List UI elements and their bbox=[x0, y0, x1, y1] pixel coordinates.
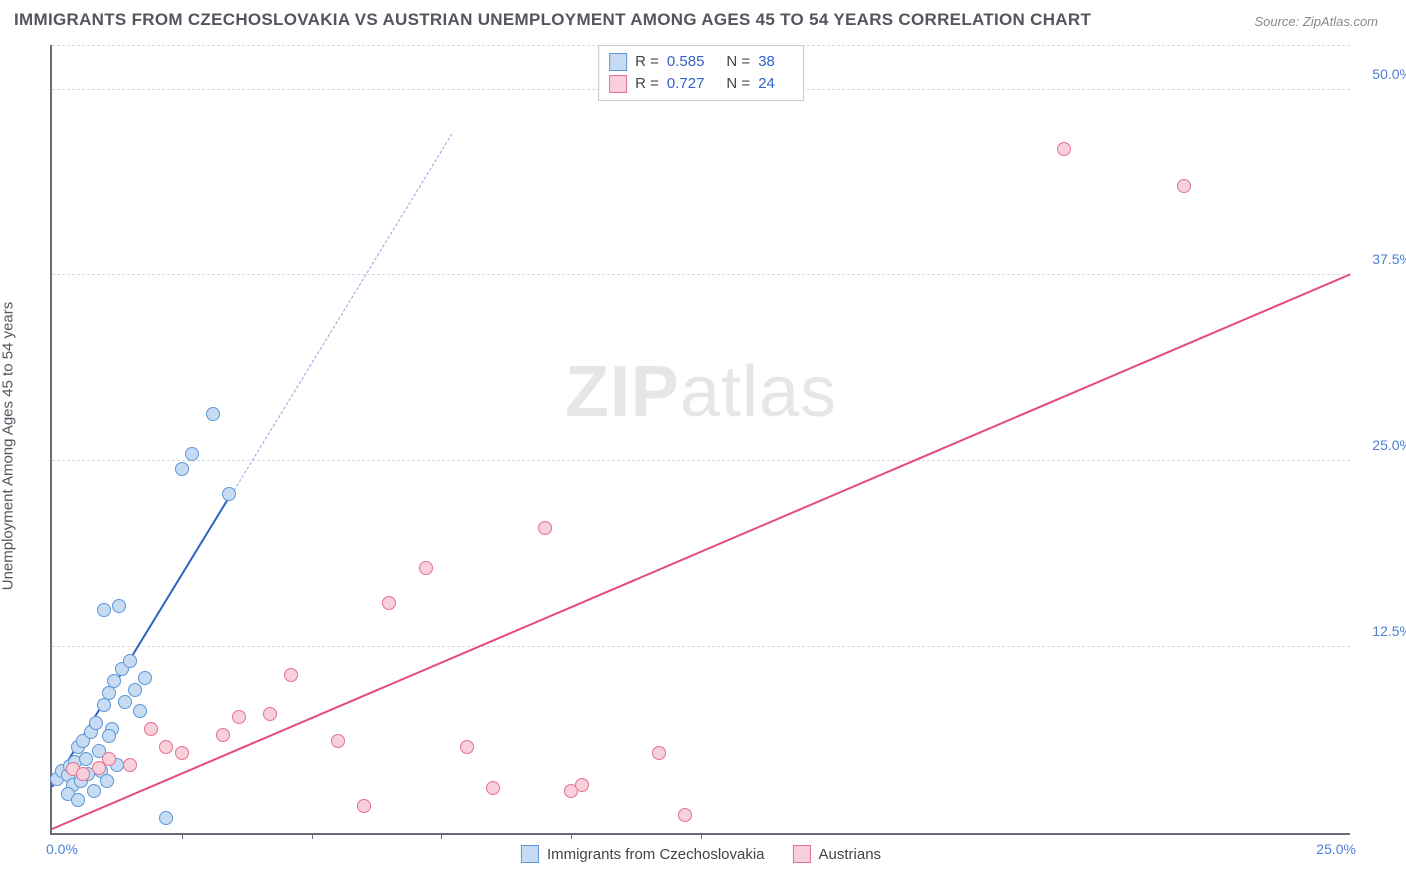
data-point bbox=[419, 561, 433, 575]
gridline bbox=[52, 646, 1350, 647]
data-point bbox=[128, 683, 142, 697]
y-tick-label: 12.5% bbox=[1357, 623, 1406, 639]
data-point bbox=[222, 487, 236, 501]
swatch-series1-bottom bbox=[521, 845, 539, 863]
data-point bbox=[112, 599, 126, 613]
data-point bbox=[382, 596, 396, 610]
data-point bbox=[1177, 179, 1191, 193]
swatch-series2 bbox=[609, 75, 627, 93]
legend-label: Austrians bbox=[819, 846, 882, 863]
data-point bbox=[102, 729, 116, 743]
data-point bbox=[144, 722, 158, 736]
data-point bbox=[123, 758, 137, 772]
data-point bbox=[216, 728, 230, 742]
x-tick bbox=[441, 833, 442, 839]
data-point bbox=[123, 654, 137, 668]
legend-label: Immigrants from Czechoslovakia bbox=[547, 846, 765, 863]
scatter-plot-area: ZIPatlas R =0.585 N =38 R =0.727 N =24 I… bbox=[50, 45, 1350, 835]
data-point bbox=[357, 799, 371, 813]
series-legend: Immigrants from Czechoslovakia Austrians bbox=[521, 845, 881, 863]
data-point bbox=[652, 746, 666, 760]
data-point bbox=[107, 674, 121, 688]
source-attribution: Source: ZipAtlas.com bbox=[1254, 14, 1378, 29]
y-tick-label: 37.5% bbox=[1357, 251, 1406, 267]
y-axis-label: Unemployment Among Ages 45 to 54 years bbox=[0, 157, 17, 446]
data-point bbox=[97, 603, 111, 617]
data-point bbox=[538, 521, 552, 535]
data-point bbox=[159, 740, 173, 754]
x-tick bbox=[182, 833, 183, 839]
data-point bbox=[159, 811, 173, 825]
data-point bbox=[263, 707, 277, 721]
x-tick bbox=[312, 833, 313, 839]
data-point bbox=[284, 668, 298, 682]
data-point bbox=[133, 704, 147, 718]
data-point bbox=[1057, 142, 1071, 156]
x-tick bbox=[701, 833, 702, 839]
x-axis-origin-label: 0.0% bbox=[46, 841, 78, 857]
y-tick-label: 25.0% bbox=[1357, 437, 1406, 453]
y-tick-label: 50.0% bbox=[1357, 66, 1406, 82]
data-point bbox=[232, 710, 246, 724]
x-tick bbox=[571, 833, 572, 839]
chart-title: IMMIGRANTS FROM CZECHOSLOVAKIA VS AUSTRI… bbox=[14, 10, 1091, 30]
swatch-series1 bbox=[609, 53, 627, 71]
data-point bbox=[118, 695, 132, 709]
data-point bbox=[460, 740, 474, 754]
data-point bbox=[100, 774, 114, 788]
legend-row-series1: R =0.585 N =38 bbox=[609, 51, 789, 73]
data-point bbox=[71, 793, 85, 807]
x-axis-max-label: 25.0% bbox=[1316, 841, 1356, 857]
data-point bbox=[89, 716, 103, 730]
data-point bbox=[76, 767, 90, 781]
trend-line bbox=[52, 274, 1351, 830]
data-point bbox=[79, 752, 93, 766]
gridline bbox=[52, 460, 1350, 461]
data-point bbox=[678, 808, 692, 822]
watermark: ZIPatlas bbox=[565, 351, 837, 433]
trend-line-extrapolated bbox=[233, 133, 452, 490]
data-point bbox=[175, 462, 189, 476]
gridline bbox=[52, 274, 1350, 275]
data-point bbox=[175, 746, 189, 760]
legend-item-series1: Immigrants from Czechoslovakia bbox=[521, 845, 765, 863]
correlation-legend: R =0.585 N =38 R =0.727 N =24 bbox=[598, 45, 804, 101]
legend-item-series2: Austrians bbox=[793, 845, 882, 863]
data-point bbox=[87, 784, 101, 798]
swatch-series2-bottom bbox=[793, 845, 811, 863]
data-point bbox=[206, 407, 220, 421]
data-point bbox=[138, 671, 152, 685]
data-point bbox=[575, 778, 589, 792]
data-point bbox=[185, 447, 199, 461]
data-point bbox=[102, 752, 116, 766]
legend-row-series2: R =0.727 N =24 bbox=[609, 73, 789, 95]
data-point bbox=[331, 734, 345, 748]
data-point bbox=[486, 781, 500, 795]
